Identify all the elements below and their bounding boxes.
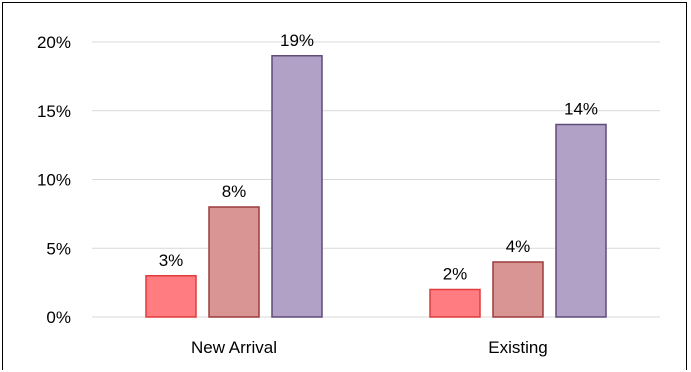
- data-label: 2%: [443, 265, 468, 284]
- y-axis-ticks: 0% 5% 10% 15% 20%: [37, 33, 71, 327]
- data-labels: 3% 8% 19% 2% 4% 14%: [159, 31, 598, 284]
- bar: [492, 261, 544, 318]
- bars: [145, 55, 607, 318]
- data-label: 19%: [280, 31, 314, 50]
- bar: [555, 123, 607, 318]
- data-label: 4%: [506, 237, 531, 256]
- bar: [208, 206, 260, 318]
- category-label: Existing: [488, 338, 548, 357]
- data-label: 3%: [159, 251, 184, 270]
- y-tick-label: 15%: [37, 102, 71, 121]
- bar: [429, 288, 481, 318]
- y-tick-label: 0%: [46, 308, 71, 327]
- y-tick-label: 10%: [37, 171, 71, 190]
- bar: [145, 275, 197, 318]
- bar: [271, 55, 323, 318]
- data-label: 8%: [222, 182, 247, 201]
- x-axis-categories: New Arrival Existing: [191, 338, 548, 357]
- data-label: 14%: [564, 100, 598, 119]
- category-label: New Arrival: [191, 338, 277, 357]
- y-tick-label: 20%: [37, 33, 71, 52]
- y-tick-label: 5%: [46, 239, 71, 258]
